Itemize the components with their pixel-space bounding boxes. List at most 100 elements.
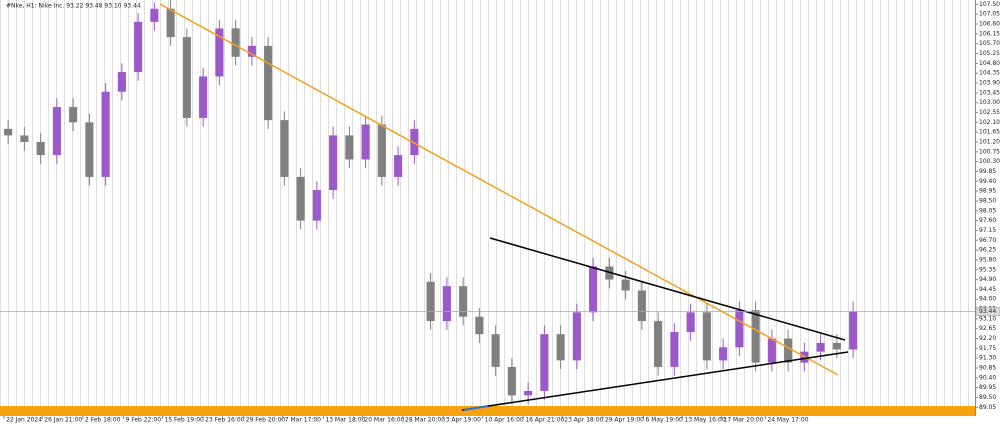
x-tick-label: 28 Mar 20:00 [405,417,445,424]
y-tick-label: 103.90 [979,80,1000,87]
chart-title: #Nke, H1: Nike Inc. 93.22 93.48 93.10 93… [6,3,141,10]
candle-body [426,281,435,322]
y-tick-label: 102.10 [979,119,1000,126]
triangle-lower [461,351,849,411]
candle-body [442,286,451,322]
y-tick-label: 107.05 [979,11,1000,18]
y-tick-label: 99.85 [979,168,996,175]
candle-body [556,334,565,361]
y-tick-label: 97.15 [979,227,996,234]
candle-body [719,347,728,361]
x-tick-label: 13 Mar 18:00 [325,417,365,424]
y-tick-label: 100.30 [979,158,1000,165]
x-tick-label: 7 Mar 17:00 [285,417,321,424]
candles [4,0,858,405]
candle-body [751,310,760,363]
candle-body [182,37,191,118]
candle-body [621,279,630,291]
candle-body [524,390,533,396]
candle-body [394,155,403,177]
x-tick-label: 17 Mar 20:00 [724,417,764,424]
y-tick-label: 89.50 [979,394,996,401]
candle-body [735,310,744,348]
candle-body [264,45,273,121]
y-tick-label: 106.60 [979,21,1000,28]
candle-body [540,334,549,391]
candle-body [849,311,858,350]
y-tick-label: 106.15 [979,30,1000,37]
y-tick-label: 101.65 [979,129,1000,136]
y-tick-label: 94.00 [979,296,996,303]
y-tick-label: 91.30 [979,355,996,362]
candle-body [475,316,484,335]
y-tick-label: 96.25 [979,247,996,254]
candle-body [85,122,94,177]
y-tick-label: 96.70 [979,237,996,244]
candle-body [36,141,45,156]
y-tick-label: 98.05 [979,207,996,214]
price-label-box [975,307,1000,316]
x-tick-label: 24 May 17:00 [767,417,808,424]
y-tick-label: 99.40 [979,178,996,185]
candle-body [20,135,29,142]
candle-body [345,135,354,160]
x-tick-label: 9 Feb 22:00 [126,417,162,424]
plot-grid [0,0,975,406]
y-tick-label: 91.75 [979,345,996,352]
candle-body [280,120,289,177]
candle-body [166,8,175,38]
x-tick-label: 10 Apr 16:00 [485,417,524,424]
candle-body [231,28,240,57]
blue-segment [463,405,489,411]
y-tick-label: 95.35 [979,266,996,273]
y-tick-label: 90.85 [979,365,996,372]
candle-body [816,342,825,352]
candle-body [767,338,776,363]
candle-body [199,76,208,118]
candle-body [4,128,13,136]
candle-body [410,128,419,156]
y-tick-label: 100.75 [979,148,1000,155]
x-tick-label: 23 Apr 18:00 [564,417,603,424]
x-tick-label: 2 Feb 18:00 [85,417,121,424]
y-tick-label: 94.45 [979,286,996,293]
x-tick-label: 15 Feb 19:00 [165,417,205,424]
candle-body [312,190,321,221]
x-tick-label: 20 Mar 16:00 [364,417,404,424]
candle-body [589,266,598,313]
x-tick-label: 22 Jan 2024 [6,417,42,424]
candle-body [832,342,841,350]
y-tick-label: 105.70 [979,40,1000,47]
x-tick-label: 26 Jan 21:00 [44,417,82,424]
y-tick-label: 105.25 [979,50,1000,57]
price-label: 93.44 [979,308,996,315]
y-tick-label: 94.90 [979,276,996,283]
y-tick-label: 98.50 [979,197,996,204]
y-tick-label: 101.20 [979,138,1000,145]
candle-body [572,312,581,361]
y-tick-label: 95.80 [979,256,996,263]
candle-body [784,338,793,363]
candle-body [134,21,143,73]
candle-body [670,332,679,367]
x-tick-label: 16 Apr 21:00 [525,417,564,424]
y-tick-label: 89.95 [979,384,996,391]
candle-body [702,312,711,361]
candle-body [117,72,126,92]
y-tick-label: 98.95 [979,188,996,195]
x-tick-label: 23 Feb 16:00 [205,417,245,424]
candle-body [361,124,370,160]
y-tick-label: 107.50 [979,1,1000,8]
y-tick-label: 104.35 [979,70,1000,77]
candle-body [654,321,663,367]
y-tick-label: 104.80 [979,60,1000,67]
candle-body [296,176,305,221]
candle-body [459,286,468,317]
y-tick-label: 103.45 [979,89,1000,96]
y-tick-label: 92.65 [979,325,996,332]
candle-body [247,45,256,57]
candle-body [215,28,224,77]
x-tick-label: 29 Apr 19:00 [605,417,644,424]
x-tick-label: 29 Feb 20:00 [246,417,286,424]
